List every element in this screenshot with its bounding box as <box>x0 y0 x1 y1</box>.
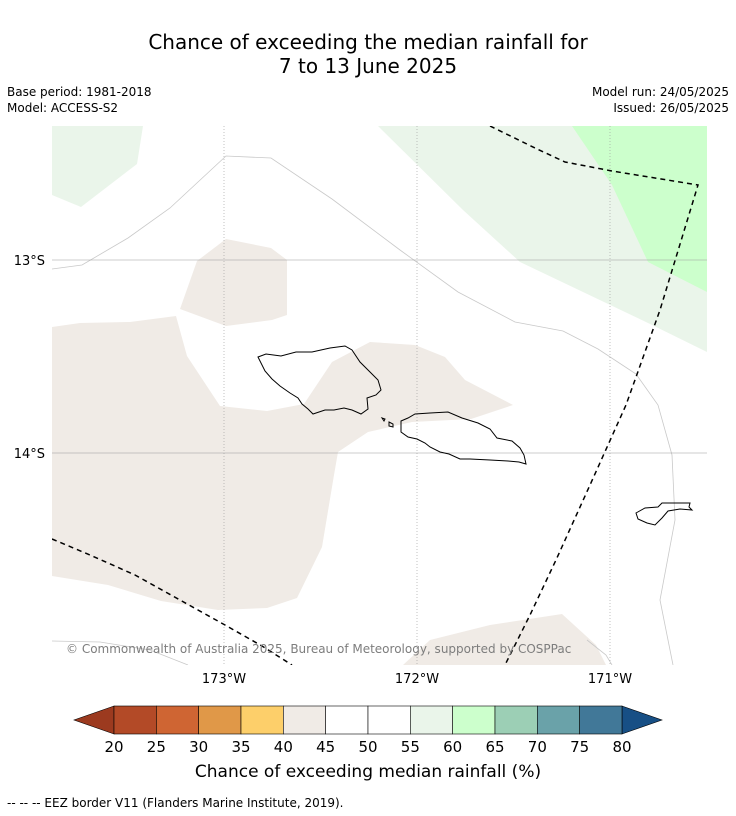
region-40-45-south <box>403 614 606 665</box>
islands <box>257 345 694 526</box>
colorbar-tick-65: 65 <box>485 738 504 756</box>
colorbar-tick-70: 70 <box>528 738 547 756</box>
colorbar-segment-20-25 <box>113 705 157 735</box>
map-title: Chance of exceeding the median rainfall … <box>0 30 736 78</box>
colorbar-segment-45-50 <box>325 705 369 735</box>
issued-date: Issued: 26/05/2025 <box>613 101 729 115</box>
contour-line-southwest <box>52 640 189 665</box>
copyright-text: © Commonwealth of Australia 2025, Bureau… <box>66 642 571 656</box>
region-40-45-north <box>180 239 287 326</box>
colorbar-tick-20: 20 <box>104 738 123 756</box>
colorbar-ticks: 20 25 30 35 40 45 50 55 60 65 70 75 80 <box>104 738 631 756</box>
lon-label-173w: 173°W <box>202 672 246 687</box>
colorbar-tick-40: 40 <box>274 738 293 756</box>
region-55-60-northwest <box>52 126 143 207</box>
model-name: Model: ACCESS-S2 <box>7 101 119 115</box>
colorbar-segment-55-60 <box>410 705 453 735</box>
colorbar-segment-35-40 <box>240 705 284 735</box>
colorbar-tick-75: 75 <box>570 738 589 756</box>
colorbar-segment-65-70 <box>494 705 538 735</box>
lon-label-172w: 172°W <box>395 672 439 687</box>
eez-border-east <box>489 126 699 665</box>
colorbar-segment-60-65 <box>452 705 496 735</box>
colorbar-tick-45: 45 <box>316 738 335 756</box>
gridlines <box>52 126 707 665</box>
colorbar-tick-80: 80 <box>612 738 631 756</box>
map-panel <box>52 126 707 665</box>
eez-footnote: -- -- -- EEZ border V11 (Flanders Marine… <box>7 796 344 810</box>
lon-label-171w: 171°W <box>588 672 632 687</box>
island-upolu <box>400 411 527 465</box>
colorbar-title: Chance of exceeding median rainfall (%) <box>194 762 542 782</box>
island-apolima <box>380 417 386 422</box>
colorbar-tick-30: 30 <box>189 738 208 756</box>
eez-border-southwest <box>52 538 293 665</box>
island-savaii <box>257 345 382 415</box>
contour-line-north <box>52 155 676 665</box>
colorbar-segments <box>113 705 623 735</box>
colorbar-segment-50-55 <box>367 705 411 735</box>
contour-line-southeast <box>586 639 613 665</box>
map-title-line-1: Chance of exceeding the median rainfall … <box>148 30 588 54</box>
colorbar-tick-55: 55 <box>401 738 420 756</box>
model-run: Model run: 24/05/2025 <box>591 85 729 99</box>
colorbar-segment-30-35 <box>198 705 242 735</box>
colorbar-tick-60: 60 <box>443 738 462 756</box>
colorbar-tick-50: 50 <box>358 738 377 756</box>
colorbar-tick-35: 35 <box>231 738 250 756</box>
base-period: Base period: 1981-2018 <box>7 85 152 99</box>
meta-left: Base period: 1981-2018 Model: ACCESS-S2 <box>7 84 152 116</box>
eez-border <box>52 126 699 665</box>
region-60-65-northeast <box>572 126 707 292</box>
lat-label-14s: 14°S <box>14 447 45 462</box>
island-tutuila <box>635 502 694 526</box>
colorbar-segment-70-75 <box>537 705 580 735</box>
colorbar-segment-40-45 <box>283 705 326 735</box>
colorbar-segment-75-80 <box>579 705 623 735</box>
meta-right: Model run: 24/05/2025 Issued: 26/05/2025 <box>592 84 729 116</box>
colorbar-under-arrow <box>73 705 115 735</box>
region-40-45-main <box>52 316 513 610</box>
colorbar-over-arrow <box>621 705 663 735</box>
colorbar-tick-25: 25 <box>147 738 166 756</box>
colorbar-segment-25-30 <box>156 705 199 735</box>
colorbar: 20 25 30 35 40 45 50 55 60 65 70 75 80 <box>73 705 663 756</box>
lat-label-13s: 13°S <box>14 254 45 269</box>
map-title-line-2: 7 to 13 June 2025 <box>278 54 458 78</box>
island-manono <box>388 421 394 428</box>
